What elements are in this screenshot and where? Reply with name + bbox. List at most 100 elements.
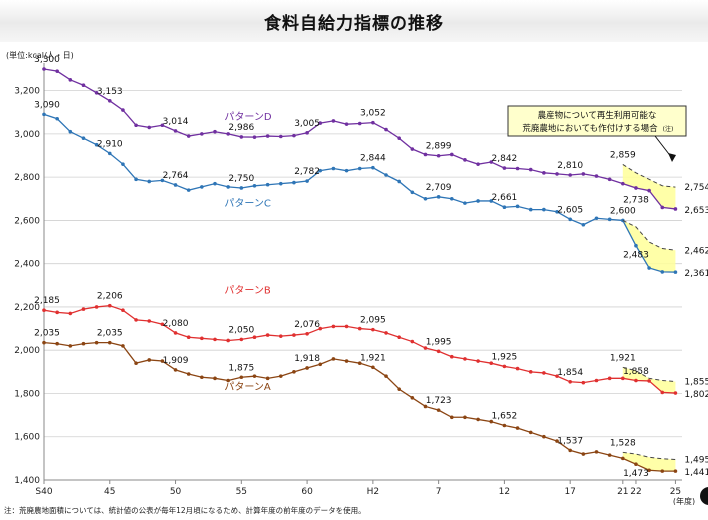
data-point [449,152,454,157]
data-point [673,207,678,211]
data-point [542,207,546,212]
data-point [410,190,415,195]
data-point [515,366,520,371]
data-point [502,364,507,369]
data-label: 2,653 [684,206,708,216]
data-label: 3,014 [163,117,189,127]
data-point [449,354,454,359]
data-point [502,205,507,210]
callout-arrowhead [668,153,676,162]
data-point [252,374,257,378]
data-point [555,374,559,378]
data-point [68,78,73,82]
data-point [660,390,665,395]
data-point [476,199,480,203]
data-label: 3,005 [294,119,320,129]
data-point [397,179,401,184]
data-label: 3,300 [34,55,60,65]
data-point [344,324,349,329]
data-label: 2,661 [492,193,518,203]
data-point [265,376,270,381]
data-label: 3,153 [97,87,123,97]
data-point [568,448,572,453]
data-point [278,374,283,378]
data-point [226,132,230,136]
data-label: 2,810 [557,161,583,171]
data-point [147,179,152,184]
data-point [423,404,428,409]
data-label: 3,052 [360,109,386,119]
y-axis-unit-label: (単位:kcal/人・日) [6,51,74,60]
data-label: 2,483 [623,251,649,261]
dashed-data-label: 1,855 [684,378,708,388]
x-tick-label: 12 [499,487,510,497]
data-point [384,331,388,335]
data-label: 2,738 [623,196,649,206]
footnote: 注：荒廃農地面積については、統計値の公表が毎年12月頃になるため、計算年度の前年… [4,506,366,515]
data-point [239,186,244,190]
data-label: 1,802 [684,390,708,400]
data-point [160,178,165,183]
data-point [528,167,533,172]
data-point [607,217,612,222]
data-point [121,308,125,312]
x-tick-label: S40 [35,487,52,497]
data-point [200,375,204,380]
data-point [331,357,336,361]
callout-text-line-2: 荒廃農地においても作付けする場合 [522,123,658,134]
highlight-band-C [622,220,676,273]
series-label-A: パターンA [224,381,270,393]
data-point [489,419,494,424]
y-tick-label: 3,000 [14,130,40,140]
data-point [68,129,73,134]
data-point [134,177,138,182]
data-label: 2,764 [163,171,189,181]
data-point [647,468,651,473]
data-point [371,365,375,370]
data-label: 2,206 [97,292,123,302]
data-point [673,391,678,395]
data-point [410,147,415,151]
callout-text-line-1: 農産物について再生利用可能な [538,110,657,121]
data-point [134,361,138,365]
data-point [318,362,323,367]
data-point [555,439,559,443]
dashed-data-label: 1,921 [610,353,636,363]
data-point [384,374,388,378]
data-label: 2,782 [294,167,320,177]
data-point [121,162,125,166]
data-point [42,112,46,117]
data-point [568,379,572,384]
x-axis-label: (年度) [673,496,695,505]
data-point [476,359,480,363]
data-point [252,135,257,139]
data-point [42,67,46,71]
dashed-data-label: 2,859 [610,150,636,160]
data-label: 1,995 [426,337,452,347]
data-point [463,357,467,361]
dashed-line-A [622,451,676,460]
data-point [647,266,651,270]
data-label: 2,076 [294,320,320,330]
data-point [107,98,112,103]
x-tick-label: 45 [104,487,115,497]
data-point [305,366,309,370]
y-tick-label: 2,400 [14,260,40,270]
data-point [81,341,86,346]
data-point [476,162,480,166]
data-point [528,207,533,212]
data-point [621,456,625,461]
data-label: 2,844 [360,154,386,164]
data-label: 1,441 [684,468,708,478]
data-point [357,361,362,365]
data-point [147,125,152,130]
data-point [252,184,257,188]
y-tick-label: 2,200 [14,303,40,313]
series-label-C: パターンC [224,197,270,209]
x-tick-label: 55 [236,487,247,497]
data-point [121,108,125,112]
data-point [357,121,362,126]
data-point [213,376,217,381]
data-label: 2,050 [228,325,254,335]
data-point [292,370,296,374]
